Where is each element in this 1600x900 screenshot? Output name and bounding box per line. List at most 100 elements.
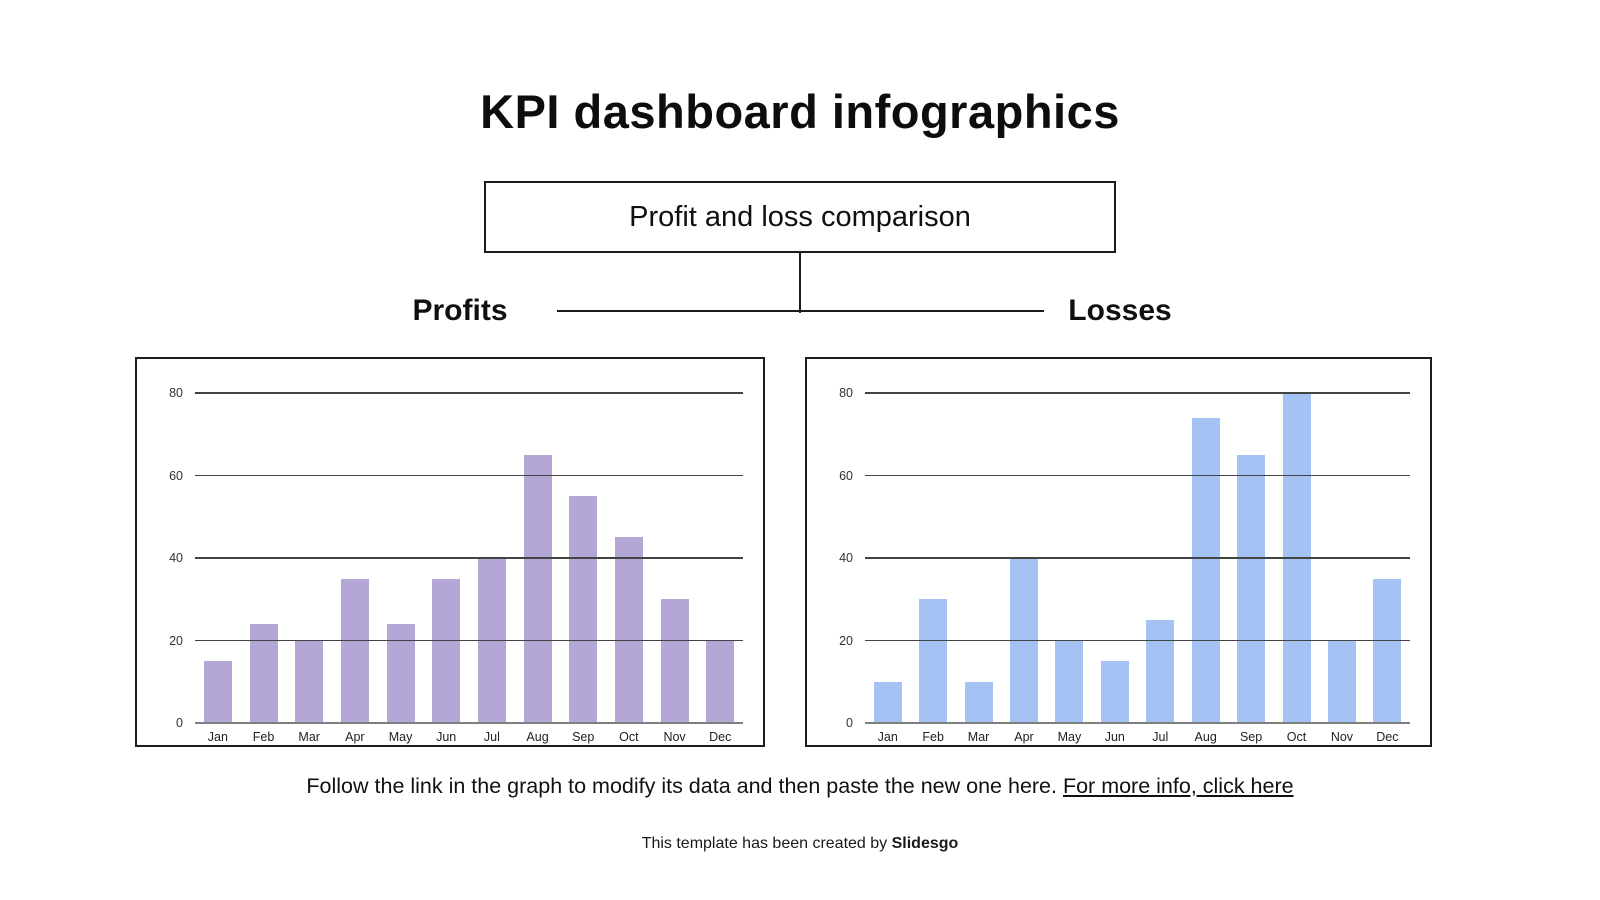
y-tick-label-80: 80 [169,386,183,400]
bar-jan [203,661,232,723]
bar-sep [569,496,598,723]
bar-oct [614,537,643,723]
bar-jan [873,681,902,723]
bar-sep [1237,454,1266,723]
bar-mar [295,640,324,723]
x-axis-labels: Jan Feb Mar Apr May Jun Jul Aug Sep Oct Nov Dec [195,730,743,744]
page-title: KPI dashboard infographics [480,85,1120,138]
bar-aug [523,454,552,723]
bar-apr [340,578,369,723]
gridline-80 [195,392,743,394]
x-tick-label-may: May [1057,730,1082,744]
bar-band [1047,393,1092,723]
x-tick-label-oct: Oct [1286,730,1307,744]
bar-band [956,393,1001,723]
x-tick-label-aug: Aug [526,730,549,744]
bar-nov [660,599,689,723]
bar-band [560,393,606,723]
losses-label: Losses [1068,294,1172,327]
slidesgo-brand: Slidesgo [891,835,959,852]
plot-area: 0 20 40 60 80 [169,386,743,730]
comparison-box-label: Profit and loss comparison [629,200,971,233]
connector-vertical-line [799,253,801,313]
gridline-20 [195,639,743,641]
gridline-60 [195,474,743,476]
footer-note: Follow the link in the graph to modify i… [0,774,1600,799]
gridline-40 [865,557,1410,559]
y-tick-label-20: 20 [839,633,853,648]
bar-band [606,393,652,723]
bars-container [865,393,1410,723]
bar-band [1319,393,1364,723]
x-tick-label-nov: Nov [663,730,686,744]
bar-feb [919,599,948,723]
x-tick-label-apr: Apr [345,730,365,744]
x-tick-label-oct: Oct [619,730,639,744]
y-tick-label-60: 60 [839,468,853,483]
x-tick-label-dec: Dec [1376,730,1399,744]
bar-nov [1327,640,1356,723]
x-tick-label-mar: Mar [298,730,320,744]
connector-horizontal-line [557,310,1044,312]
bar-band [515,393,561,723]
x-tick-label-jun: Jun [1104,730,1125,744]
footer-text: Follow the link in the graph to modify i… [306,774,1063,798]
gridline-20 [865,639,1410,641]
gridline-80 [865,392,1410,394]
bar-band [195,393,241,723]
bar-band [1365,393,1410,723]
credit-line: This template has been created by Slides… [0,835,1600,853]
y-tick-label-0: 0 [846,716,853,730]
bar-mar [964,681,993,723]
bar-band [1092,393,1137,723]
bar-jul [1146,619,1175,723]
bar-band [423,393,469,723]
x-tick-label-jan: Jan [207,730,228,744]
bar-band [865,393,910,723]
bar-aug [1191,417,1220,723]
bar-band [1228,393,1273,723]
bar-jun [432,578,461,723]
x-tick-label-may: May [388,730,413,744]
x-tick-label-dec: Dec [709,730,732,744]
x-tick-label-jul: Jul [483,730,500,744]
y-tick-label-60: 60 [169,468,183,483]
bar-may [1055,640,1084,723]
bar-jun [1100,661,1129,723]
bar-dec [706,640,735,723]
profits-label: Profits [412,294,508,327]
y-tick-label-80: 80 [839,386,853,400]
bar-band [332,393,378,723]
bar-dec [1373,578,1402,723]
y-tick-label-40: 40 [169,551,183,565]
bar-band [286,393,332,723]
gridline-60 [865,474,1410,476]
x-tick-label-feb: Feb [922,730,944,744]
y-tick-label-20: 20 [169,633,183,648]
bar-band [697,393,743,723]
x-tick-label-sep: Sep [1239,730,1263,744]
gridline-40 [195,557,743,559]
plot-area: 0 20 40 60 80 [839,386,1410,730]
x-tick-label-sep: Sep [572,730,595,744]
bar-band [1183,393,1228,723]
x-axis-line [195,722,743,724]
x-tick-label-jun: Jun [436,730,457,744]
y-tick-label-0: 0 [176,716,183,730]
bar-band [910,393,955,723]
bar-band [652,393,698,723]
bar-band [1138,393,1183,723]
losses-bar-chart[interactable]: 0 20 40 60 80 Jan Feb Mar Apr May Jun Jul Aug Sep Oct N… [805,357,1432,747]
x-tick-label-apr: Apr [1014,730,1034,744]
comparison-box: Profit and loss comparison [484,181,1116,253]
profits-bar-chart[interactable]: 0 20 40 60 80 Jan Feb Mar Apr May Jun Jul Aug Sep Oct N… [135,357,765,747]
x-tick-label-feb: Feb [252,730,275,744]
x-axis-labels: Jan Feb Mar Apr May Jun Jul Aug Sep Oct Nov Dec [865,730,1410,744]
x-tick-label-jan: Jan [877,730,898,744]
x-tick-label-aug: Aug [1194,730,1217,744]
x-axis-line [865,722,1410,724]
more-info-link[interactable]: For more info, click here [1062,774,1294,798]
x-tick-label-mar: Mar [967,730,990,744]
credit-text: This template has been created by [641,835,892,852]
